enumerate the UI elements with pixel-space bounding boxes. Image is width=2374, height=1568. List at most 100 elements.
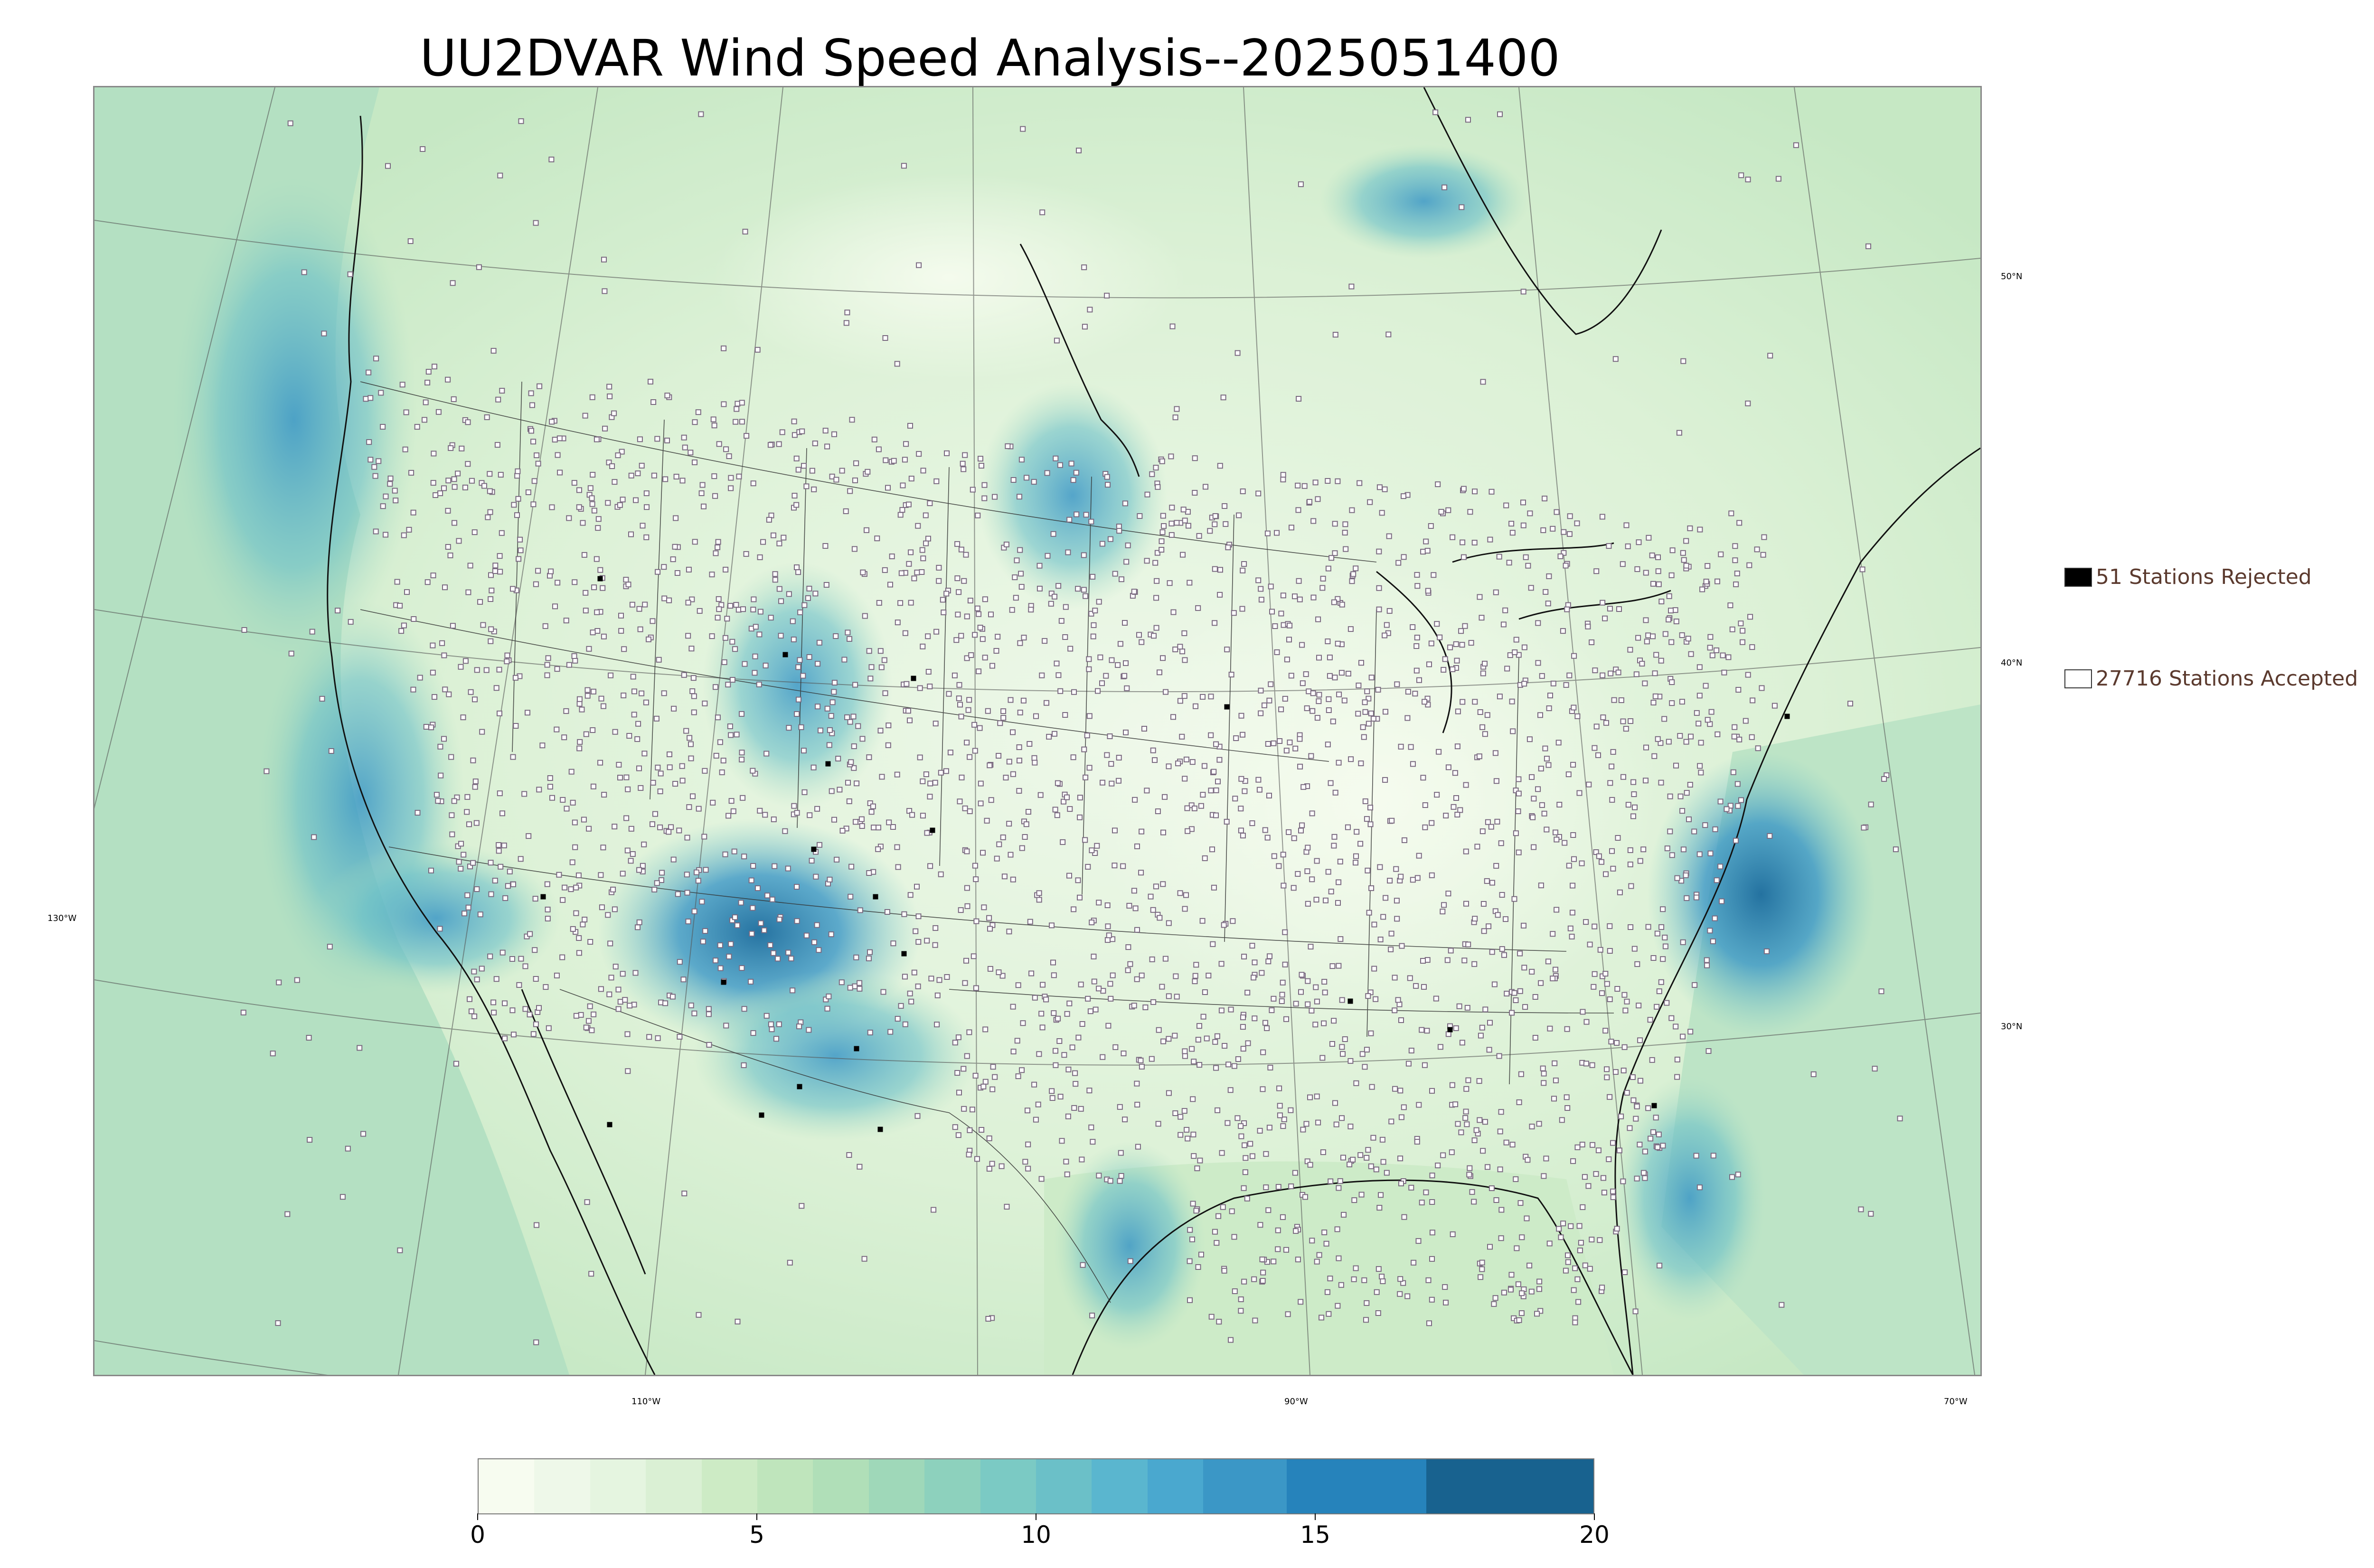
station-accepted-marker	[1571, 1287, 1577, 1293]
station-accepted-marker	[586, 826, 592, 832]
station-accepted-marker	[1190, 1096, 1196, 1102]
station-accepted-marker	[1607, 948, 1613, 954]
colorbar-segment	[479, 1459, 535, 1513]
station-accepted-marker	[971, 722, 978, 728]
station-accepted-marker	[1687, 782, 1693, 788]
station-accepted-marker	[1305, 978, 1311, 984]
station-accepted-marker	[1454, 743, 1460, 750]
station-accepted-marker	[657, 789, 663, 794]
station-accepted-marker	[914, 883, 920, 890]
station-accepted-marker	[464, 794, 471, 800]
station-accepted-marker	[1169, 505, 1175, 511]
station-accepted-marker	[1304, 868, 1310, 874]
station-accepted-marker	[1733, 837, 1739, 844]
station-accepted-marker	[1680, 939, 1686, 945]
station-accepted-marker	[818, 727, 823, 733]
station-rejected-marker	[930, 827, 935, 833]
station-accepted-marker	[1203, 484, 1208, 490]
station-accepted-marker	[1547, 1025, 1553, 1032]
station-accepted-marker	[1503, 502, 1509, 508]
station-accepted-marker	[601, 633, 607, 639]
station-accepted-marker	[1423, 538, 1429, 545]
station-accepted-marker	[1422, 699, 1428, 705]
station-accepted-marker	[1316, 1252, 1322, 1258]
station-accepted-marker	[1320, 1149, 1326, 1155]
station-accepted-marker	[965, 707, 971, 713]
station-accepted-marker	[1314, 858, 1320, 864]
station-accepted-marker	[636, 919, 642, 925]
station-accepted-marker	[498, 472, 504, 478]
station-accepted-marker	[1554, 907, 1560, 913]
station-accepted-marker	[931, 1207, 937, 1213]
wind-speed-map[interactable]	[93, 86, 1982, 1376]
station-accepted-marker	[1216, 1319, 1222, 1325]
station-accepted-marker	[967, 598, 973, 604]
station-accepted-marker	[1169, 323, 1176, 329]
station-accepted-marker	[638, 785, 644, 791]
station-accepted-marker	[984, 817, 990, 824]
station-accepted-marker	[423, 399, 429, 405]
station-accepted-marker	[1323, 1240, 1329, 1247]
station-accepted-marker	[1154, 550, 1160, 556]
station-accepted-marker	[1668, 1015, 1675, 1021]
station-accepted-marker	[1213, 741, 1219, 747]
station-accepted-marker	[1420, 549, 1426, 555]
station-accepted-marker	[734, 406, 740, 412]
station-accepted-marker	[1579, 1142, 1585, 1147]
station-accepted-marker	[1672, 607, 1678, 613]
station-accepted-marker	[1555, 740, 1562, 746]
station-accepted-marker	[976, 668, 982, 675]
station-accepted-marker	[988, 797, 994, 803]
colorbar-segment	[757, 1459, 813, 1513]
station-accepted-marker	[580, 921, 586, 928]
station-accepted-marker	[723, 446, 729, 452]
low-wind-east	[1092, 562, 1661, 1037]
station-accepted-marker	[1032, 760, 1038, 766]
station-accepted-marker	[1618, 1113, 1624, 1119]
station-accepted-marker	[1449, 1149, 1455, 1155]
station-accepted-marker	[583, 1024, 589, 1031]
station-accepted-marker	[1541, 1080, 1547, 1086]
station-accepted-marker	[1094, 843, 1100, 849]
station-accepted-marker	[1266, 792, 1272, 798]
station-accepted-marker	[1031, 479, 1037, 485]
station-accepted-marker	[556, 872, 562, 878]
station-accepted-marker	[460, 714, 466, 721]
station-accepted-marker	[776, 586, 782, 592]
station-accepted-marker	[688, 741, 694, 747]
station-accepted-marker	[594, 436, 600, 442]
station-accepted-marker	[1003, 541, 1009, 547]
station-accepted-marker	[1679, 632, 1685, 638]
station-accepted-marker	[1468, 640, 1474, 646]
station-accepted-marker	[1570, 1158, 1576, 1164]
station-accepted-marker	[961, 1066, 967, 1072]
station-accepted-marker	[976, 611, 982, 617]
station-accepted-marker	[1525, 563, 1531, 569]
station-accepted-marker	[908, 476, 914, 482]
station-accepted-marker	[1516, 790, 1522, 797]
station-accepted-marker	[1658, 979, 1664, 985]
station-accepted-marker	[728, 941, 734, 947]
station-accepted-marker	[428, 724, 434, 731]
station-accepted-marker	[542, 623, 548, 629]
station-accepted-marker	[1542, 496, 1548, 502]
station-accepted-marker	[472, 784, 478, 790]
station-accepted-marker	[1186, 523, 1191, 529]
station-accepted-marker	[701, 834, 707, 840]
station-accepted-marker	[923, 540, 929, 546]
station-accepted-marker	[1071, 1105, 1077, 1111]
station-accepted-marker	[1727, 602, 1733, 609]
station-accepted-marker	[1627, 647, 1633, 653]
station-accepted-marker	[790, 987, 796, 994]
station-accepted-marker	[1287, 622, 1293, 629]
station-accepted-marker	[477, 599, 483, 605]
station-accepted-marker	[1463, 1108, 1469, 1115]
station-accepted-marker	[1583, 1061, 1589, 1067]
station-accepted-marker	[811, 939, 817, 945]
station-accepted-marker	[1736, 520, 1743, 526]
station-accepted-marker	[671, 705, 677, 712]
station-accepted-marker	[894, 361, 900, 367]
station-accepted-marker	[1280, 979, 1286, 986]
station-accepted-marker	[1370, 1135, 1376, 1141]
station-accepted-marker	[605, 912, 611, 918]
